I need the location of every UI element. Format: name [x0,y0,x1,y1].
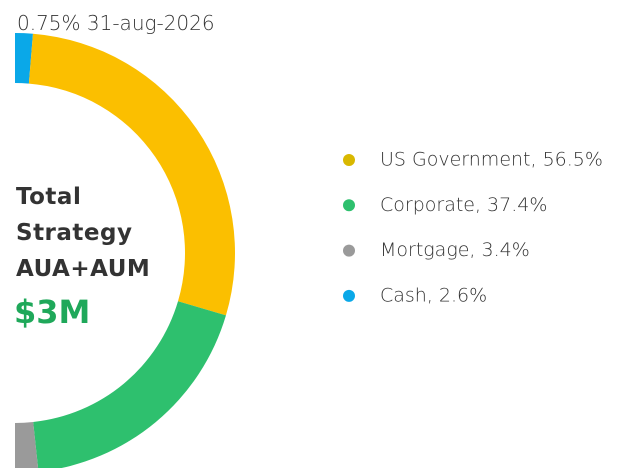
legend-dot [343,154,355,166]
donut-segment [33,301,226,468]
legend-label: Cash, 2.6% [380,284,487,306]
legend-dot [343,244,355,257]
center-label: Total [16,184,81,210]
donut-segment [15,33,33,84]
subtitle: 0.75% 31-aug-2026 [17,11,215,35]
center-label: Strategy [16,220,132,246]
mask [0,0,15,468]
legend-dot [343,289,355,302]
legend-label: Corporate, 37.4% [380,194,547,216]
center-value: $3M [14,293,90,331]
legend-label: Mortgage, 3.4% [380,239,530,261]
donut-segment [28,33,236,316]
donut-segment [15,422,39,468]
center-label: AUA+AUM [16,256,150,282]
legend-label: US Government, 56.5% [380,149,603,171]
legend-dot [343,199,355,212]
